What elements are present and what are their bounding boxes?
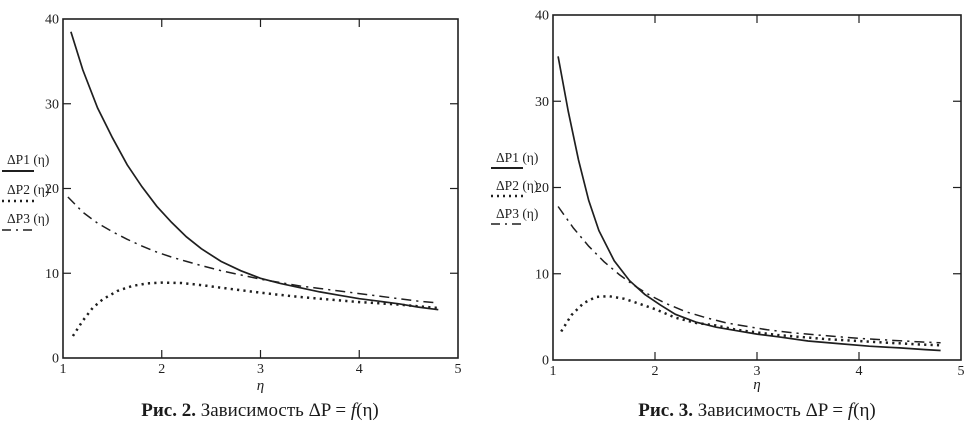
x-tick-label: 4 <box>856 364 863 379</box>
figure-2-caption-number: Рис. 2. <box>141 400 196 421</box>
y-tick-label: 0 <box>52 352 59 367</box>
y-tick-label: 30 <box>535 95 549 110</box>
figure-3-caption-text: Зависимость ΔP = <box>692 400 848 421</box>
legend-item: ΔP2 (η) <box>491 178 538 198</box>
x-tick-label: 2 <box>158 362 165 377</box>
legend-label: ΔP3 (η) <box>496 206 538 221</box>
figure-3-caption-arg: (η) <box>853 400 876 421</box>
x-tick-label: 3 <box>257 362 264 377</box>
x-axis-label: η <box>753 377 760 393</box>
x-tick-label: 5 <box>958 364 965 379</box>
x-tick-label: 2 <box>652 364 659 379</box>
y-tick-label: 10 <box>45 267 59 282</box>
legend-item: ΔP1 (η) <box>491 150 538 169</box>
figure-2-caption: Рис. 2. Зависимость ΔP = f(η) <box>40 400 480 428</box>
figure-3-caption-number: Рис. 3. <box>638 400 693 421</box>
legend-item: ΔP3 (η) <box>491 206 538 225</box>
legend-label: ΔP1 (η) <box>496 150 538 165</box>
legend-label: ΔP2 (η) <box>496 178 538 193</box>
legend-label: ΔP3 (η) <box>7 211 49 226</box>
legend-item: ΔP2 (η) <box>2 182 49 203</box>
y-tick-label: 30 <box>45 97 59 112</box>
y-tick-label: 10 <box>535 267 549 282</box>
plot-box <box>62 18 459 359</box>
figure-3-caption-fsymbol: f <box>847 400 854 421</box>
figure-3-caption: Рис. 3. Зависимость ΔP = f(η) <box>537 400 975 428</box>
chart-figure-2: 1 2 3 4 5 0 10 20 30 40 ΔP1 (η) ΔP2 (η) ΔP3 (η) η <box>2 13 462 394</box>
series-line-solid <box>70 31 439 311</box>
figure-2-caption-text: Зависимость ΔP = <box>195 400 351 421</box>
y-tick-label: 20 <box>535 181 549 196</box>
x-tick-label: 5 <box>455 362 462 377</box>
legend-label: ΔP2 (η) <box>7 182 49 197</box>
x-tick-label: 4 <box>356 362 363 377</box>
x-tick-label: 1 <box>60 362 67 377</box>
y-tick-label: 20 <box>45 182 59 197</box>
x-axis-label: η <box>257 378 264 394</box>
series-line-solid <box>557 56 941 352</box>
legend-item: ΔP3 (η) <box>2 211 49 231</box>
y-tick-label: 40 <box>535 9 549 24</box>
x-tick-label: 3 <box>754 364 761 379</box>
figure-2-caption-fsymbol: f <box>350 400 357 421</box>
series-line-dotted <box>71 281 439 337</box>
series-line-dashdot <box>557 206 941 344</box>
y-tick-label: 0 <box>542 354 549 369</box>
legend-item: ΔP1 (η) <box>2 152 49 172</box>
figure-2-caption-arg: (η) <box>356 400 379 421</box>
x-tick-label: 1 <box>550 364 557 379</box>
chart-figure-3: 1 2 3 4 5 0 10 20 30 40 ΔP1 (η) ΔP2 (η) ΔP3 (η) η <box>491 9 965 393</box>
legend-label: ΔP1 (η) <box>7 152 49 167</box>
y-tick-label: 40 <box>45 13 59 28</box>
series-line-dotted <box>560 294 941 347</box>
plot-box <box>552 14 962 361</box>
series-line-dashdot <box>67 196 439 304</box>
